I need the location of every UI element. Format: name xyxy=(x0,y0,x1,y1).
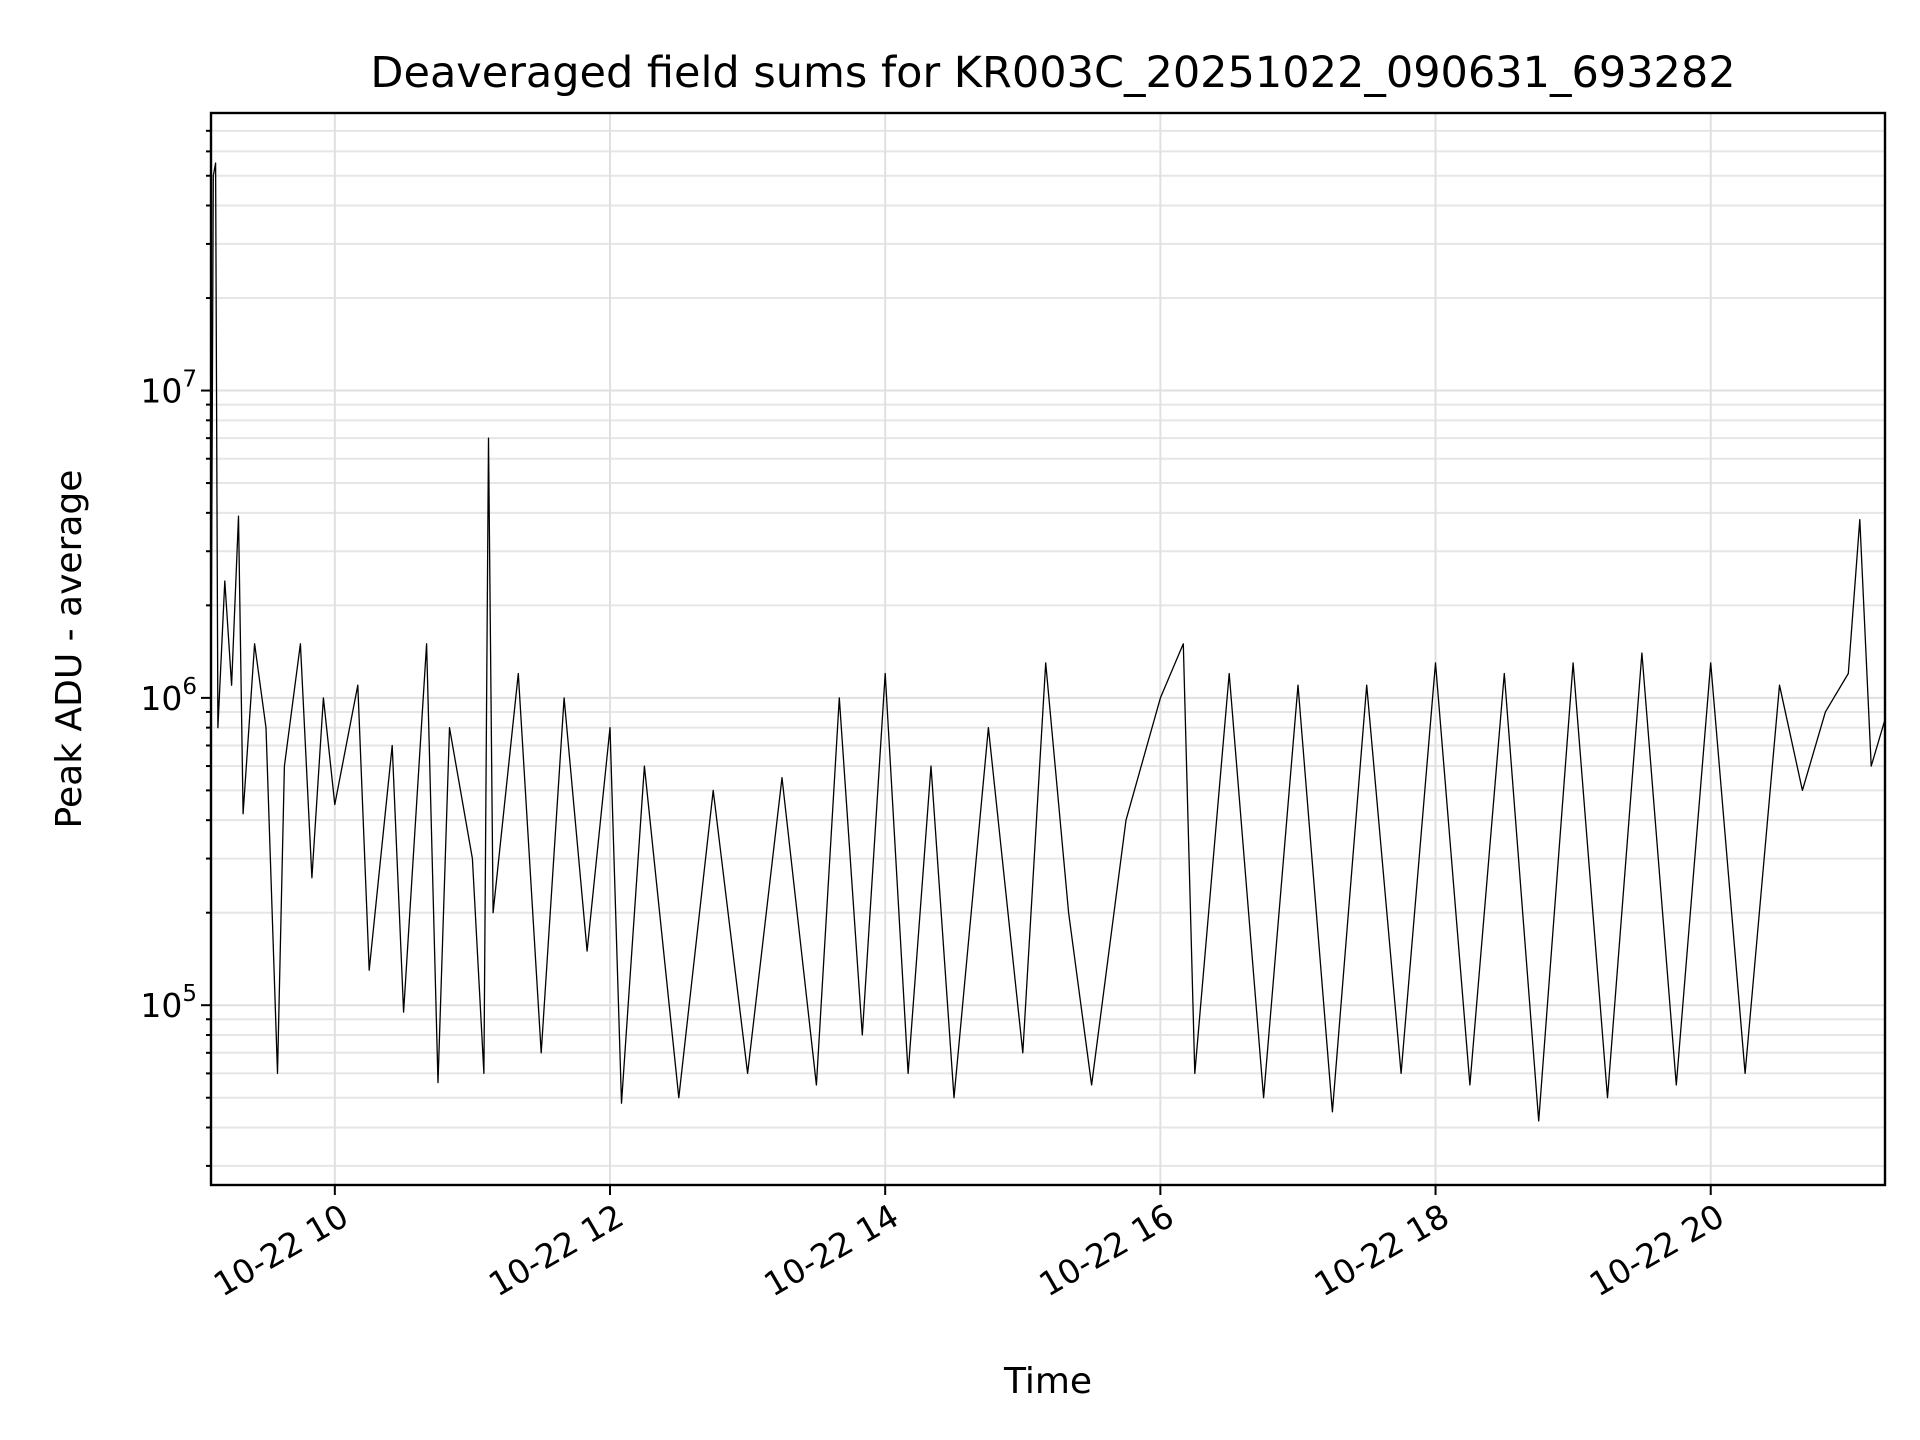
y-tick-labels: 105 106 107 xyxy=(140,367,197,1026)
x-axis-label: Time xyxy=(1003,1361,1092,1402)
y-tick-label: 105 xyxy=(140,981,197,1025)
series-group xyxy=(210,162,1886,1122)
series-line xyxy=(210,162,1886,1122)
chart-title: Deaveraged field sums for KR003C_2025102… xyxy=(370,48,1735,98)
ticks xyxy=(201,129,1712,1195)
y-tick-label: 106 xyxy=(140,674,197,718)
y-axis-label: Peak ADU - average xyxy=(49,470,90,829)
y-tick-label: 107 xyxy=(140,367,197,411)
grid xyxy=(211,113,1885,1185)
plot-frame xyxy=(209,111,1887,1187)
